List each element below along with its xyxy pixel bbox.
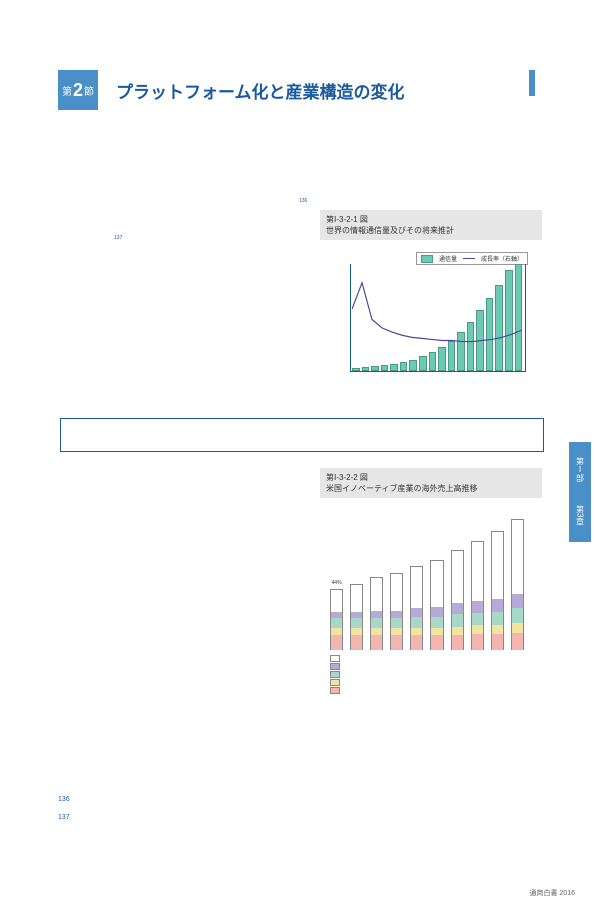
figure-1-chart: 通信量 成長率（右軸）	[320, 252, 530, 382]
footnote-b: 137	[58, 814, 70, 821]
section-suffix: 節	[84, 83, 94, 98]
stacked-bar	[390, 573, 403, 650]
figure-1-code: 第Ⅰ-3-2-1 図	[326, 214, 536, 225]
side-part-label: 第Ⅰ部	[575, 457, 586, 482]
legend-item	[330, 663, 343, 670]
figure-2-title-bar: 第Ⅰ-3-2-2 図 米国イノベーティブ産業の海外売上高推移	[320, 468, 542, 498]
left-axis	[350, 264, 351, 372]
stacked-bar	[350, 584, 363, 650]
legend-item	[330, 671, 343, 678]
content-box	[60, 418, 544, 452]
legend-item	[330, 679, 343, 686]
stacked-bar	[410, 566, 423, 650]
top-tab-marker	[529, 70, 535, 96]
section-title: プラットフォーム化と産業構造の変化	[116, 78, 405, 103]
figure-2-chart: 44%	[320, 510, 530, 690]
footnote-a: 136	[58, 796, 70, 803]
section-badge: 第 2 節	[58, 70, 98, 110]
section-header: 第 2 節 プラットフォーム化と産業構造の変化	[58, 70, 595, 110]
figure-1-title-bar: 第Ⅰ-3-2-1 図 世界の情報通信量及びその将来推計	[320, 210, 542, 240]
stacked-bar	[451, 550, 464, 650]
stacked-bar	[511, 519, 524, 650]
legend-line-label: 成長率（右軸）	[481, 254, 523, 263]
bar-swatch	[421, 255, 433, 263]
legend-item	[330, 655, 343, 662]
figure-2-legend	[330, 655, 343, 694]
stacked-bar	[430, 560, 443, 650]
figure-1-legend: 通信量 成長率（右軸）	[416, 252, 528, 265]
section-number: 2	[73, 80, 83, 101]
sup-ref-b: 137	[114, 235, 122, 243]
sup-ref-a: 136	[299, 198, 307, 206]
legend-item	[330, 687, 343, 694]
legend-bar-label: 通信量	[439, 254, 457, 263]
figure-2-code: 第Ⅰ-3-2-2 図	[326, 472, 536, 483]
figure-2-title: 米国イノベーティブ産業の海外売上高推移	[326, 483, 536, 494]
figure-1-title: 世界の情報通信量及びその将来推計	[326, 225, 536, 236]
stacked-bar: 44%	[330, 589, 343, 650]
side-chapter-label: 第3章	[575, 505, 586, 525]
right-axis	[525, 264, 526, 372]
stacked-bar	[471, 541, 484, 650]
line-swatch	[463, 258, 475, 259]
figure-2-bars: 44%	[330, 520, 524, 650]
stacked-bar	[491, 531, 504, 650]
section-prefix: 第	[62, 83, 72, 98]
side-tab-chapter: 第3章	[569, 488, 591, 542]
page-footer: 通商白書 2016	[529, 888, 575, 898]
stacked-bar	[370, 577, 383, 650]
figure-1-line	[352, 267, 522, 372]
